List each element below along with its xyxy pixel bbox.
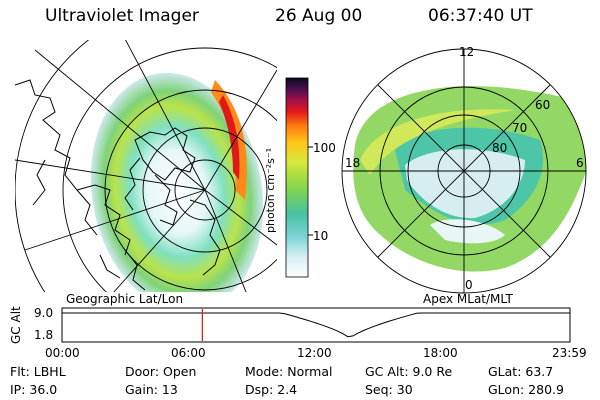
polar-grid bbox=[341, 48, 587, 294]
mlt-label-18: 18 bbox=[345, 156, 361, 170]
time-tick-2359: 23:59 bbox=[552, 346, 587, 360]
instrument-title: Ultraviolet Imager bbox=[45, 6, 199, 26]
info-filter: Flt: LBHL bbox=[10, 364, 66, 379]
altitude-curve bbox=[62, 312, 570, 338]
colorbar-tick-100: 100 bbox=[313, 141, 336, 155]
colorbar-tick-10: 10 bbox=[313, 229, 329, 243]
geographic-caption: Geographic Lat/Lon bbox=[66, 292, 184, 306]
auroral-emission-region bbox=[90, 72, 264, 292]
mlat-label-60: 60 bbox=[535, 98, 551, 112]
time-tick-0600: 06:00 bbox=[171, 346, 206, 360]
altitude-ytick-low: 1.8 bbox=[34, 328, 54, 342]
info-dsp: Dsp: 2.4 bbox=[245, 382, 298, 397]
info-gc-alt: GC Alt: 9.0 Re bbox=[365, 364, 453, 379]
altitude-ytick-high: 9.0 bbox=[34, 306, 54, 320]
time-tick-1200: 12:00 bbox=[297, 346, 332, 360]
time-tick-1800: 18:00 bbox=[423, 346, 458, 360]
mlat-label-70: 70 bbox=[512, 121, 528, 135]
colorbar-ticks bbox=[308, 146, 313, 236]
mlat-label-80: 80 bbox=[492, 141, 508, 155]
polar-cap-dim bbox=[405, 149, 525, 219]
auroral-peak bbox=[219, 95, 240, 180]
info-seq: Seq: 30 bbox=[365, 382, 413, 397]
geo-grid bbox=[15, 40, 277, 292]
altitude-timeline: GC Alt bbox=[9, 306, 571, 344]
time-tick-0000: 00:00 bbox=[45, 346, 80, 360]
dayside-emission bbox=[360, 109, 515, 175]
timeline-frame bbox=[61, 307, 571, 343]
geographic-auroral-image bbox=[15, 40, 277, 292]
info-gain: Gain: 13 bbox=[125, 382, 178, 397]
apex-polar-image bbox=[341, 48, 587, 294]
info-glat: GLat: 63.7 bbox=[488, 364, 554, 379]
colorbar-unit-label: photon cm⁻²s⁻¹ bbox=[264, 148, 277, 233]
info-mode: Mode: Normal bbox=[245, 364, 333, 379]
mlt-label-0: 0 bbox=[465, 278, 473, 292]
info-glon: GLon: 280.9 bbox=[488, 382, 564, 397]
date-label: 26 Aug 00 bbox=[275, 6, 363, 26]
info-door: Door: Open bbox=[125, 364, 197, 379]
coastlines bbox=[15, 79, 221, 291]
mlt-label-6: 6 bbox=[576, 156, 584, 170]
apex-caption: Apex MLat/MLT bbox=[423, 292, 513, 306]
altitude-axis-label: GC Alt bbox=[9, 306, 23, 344]
info-ip: IP: 36.0 bbox=[10, 382, 58, 397]
mlt-label-12: 12 bbox=[459, 45, 475, 59]
intensity-colorbar: photon cm⁻²s⁻¹ bbox=[264, 77, 313, 278]
time-label: 06:37:40 UT bbox=[428, 6, 533, 26]
